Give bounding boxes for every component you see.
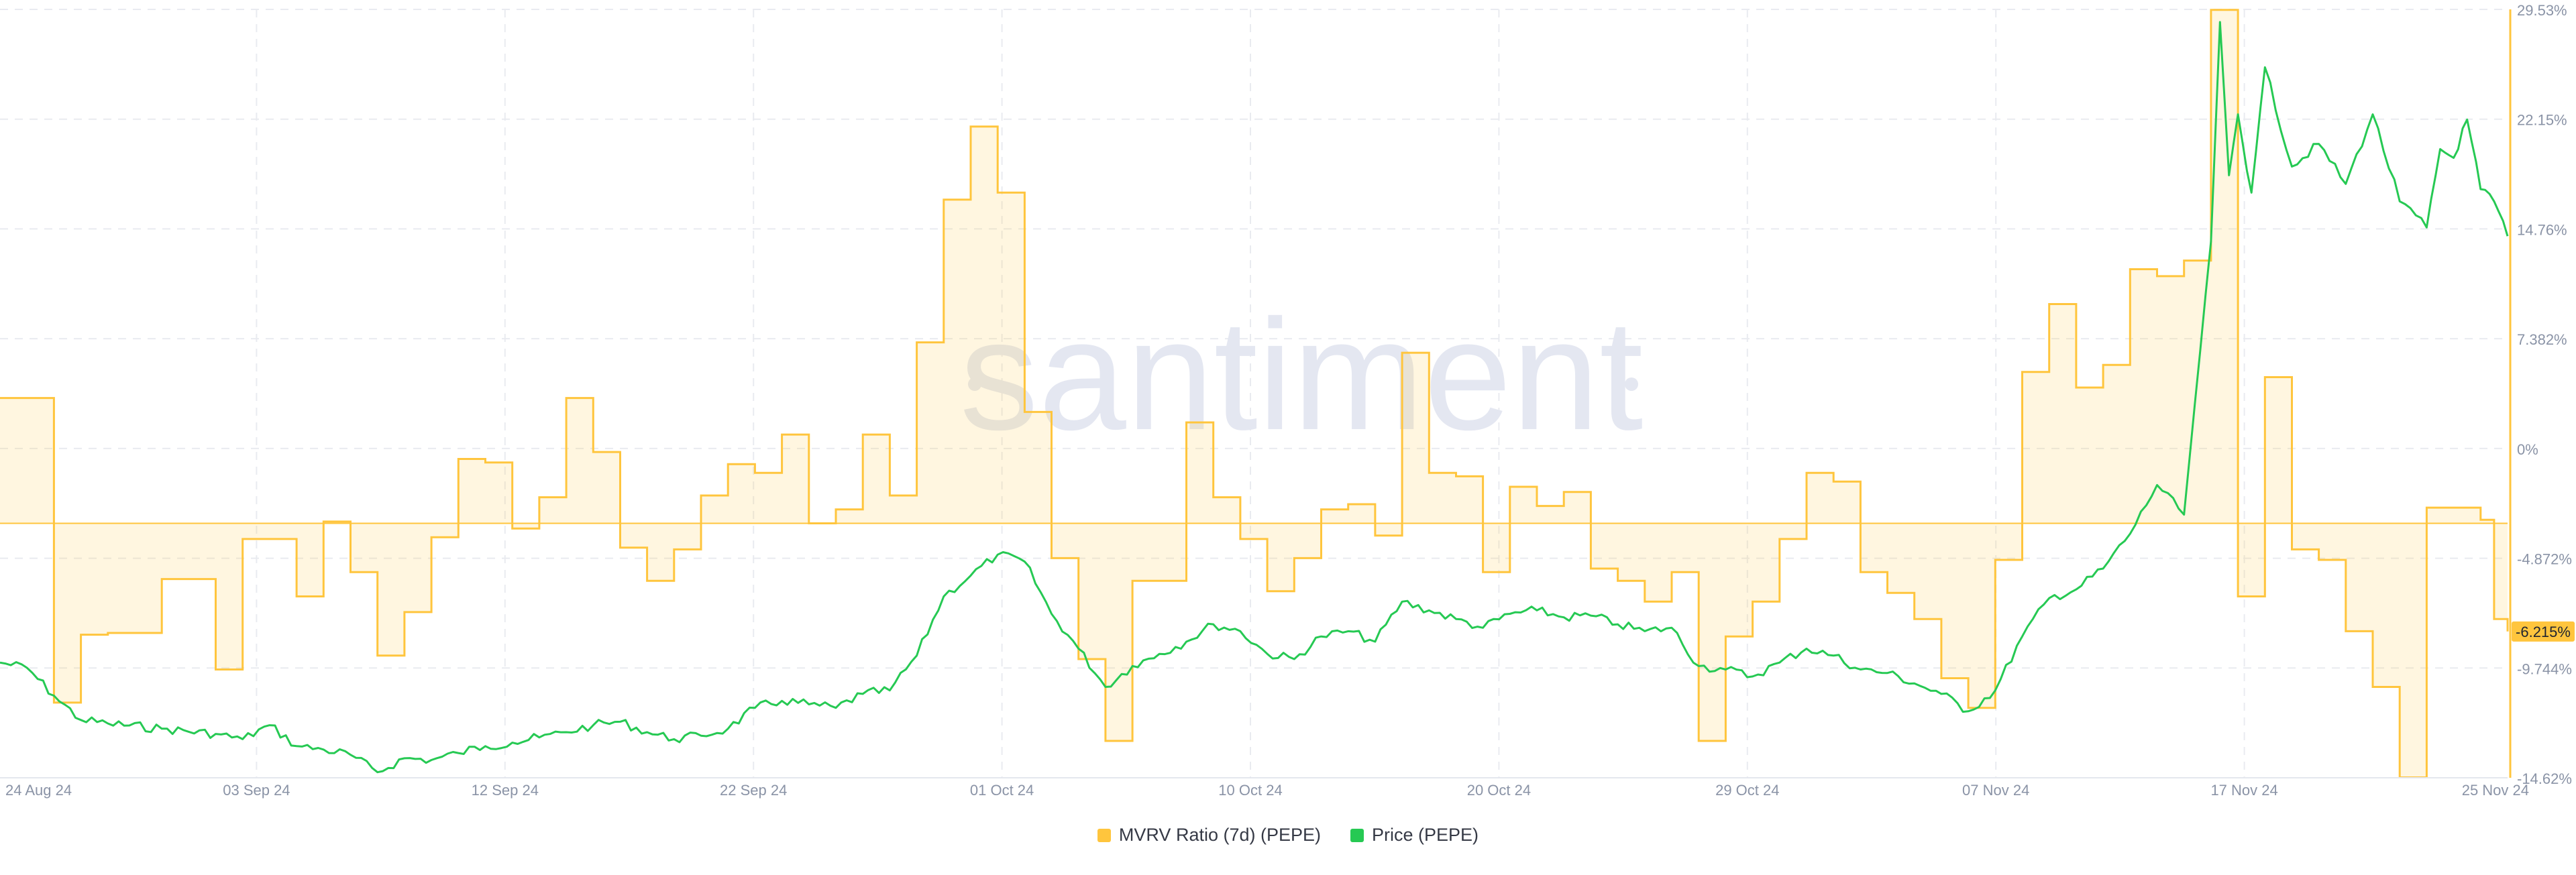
y-tick-label: -14.62% <box>2517 770 2572 787</box>
legend-swatch-price <box>1350 828 1364 842</box>
axes: 29.53% 22.15% 14.76% 7.382% 0% -4.872% -9.744%… <box>0 2 2575 799</box>
price-line <box>0 21 2509 774</box>
x-tick-label: 10 Oct 24 <box>1218 782 1282 799</box>
legend-label-price: Price (PEPE) <box>1372 825 1479 845</box>
legend-item-price[interactable]: Price (PEPE) <box>1350 825 1479 845</box>
y-tick-label: 29.53% <box>2517 2 2567 19</box>
legend-item-mvrv[interactable]: MVRV Ratio (7d) (PEPE) <box>1097 825 1321 845</box>
x-tick-label: 17 Nov 24 <box>2210 782 2277 799</box>
price-series <box>0 21 2509 774</box>
x-tick-label: 20 Oct 24 <box>1467 782 1531 799</box>
mvrv-series <box>0 9 2509 778</box>
current-value-label: -6.215% <box>2516 624 2571 640</box>
y-tick-label: -9.744% <box>2517 660 2572 677</box>
santiment-watermark: santiment <box>960 286 1644 463</box>
chart-legend: MVRV Ratio (7d) (PEPE) Price (PEPE) <box>0 825 2576 845</box>
x-tick-label: 07 Nov 24 <box>1962 782 2029 799</box>
legend-label-mvrv: MVRV Ratio (7d) (PEPE) <box>1118 825 1322 845</box>
y-tick-label: 22.15% <box>2517 112 2567 129</box>
watermark-dot-right <box>1625 377 1638 391</box>
watermark-dot-left <box>968 377 981 391</box>
mvrv-line <box>0 9 2509 778</box>
x-tick-label: 22 Sep 24 <box>720 782 787 799</box>
y-tick-label: 0% <box>2517 441 2538 458</box>
y-tick-label: 14.76% <box>2517 221 2567 238</box>
x-tick-label: 25 Nov 24 <box>2462 782 2529 799</box>
x-tick-label: 03 Sep 24 <box>223 782 290 799</box>
x-tick-label: 12 Sep 24 <box>472 782 539 799</box>
x-tick-label: 29 Oct 24 <box>1715 782 1779 799</box>
current-value-badge <box>2512 621 2575 642</box>
y-tick-label: 7.382% <box>2517 331 2567 348</box>
y-tick-label: -4.872% <box>2517 551 2572 568</box>
x-tick-label: 01 Oct 24 <box>970 782 1034 799</box>
legend-swatch-mvrv <box>1097 828 1111 842</box>
x-tick-label: 24 Aug 24 <box>5 782 72 799</box>
